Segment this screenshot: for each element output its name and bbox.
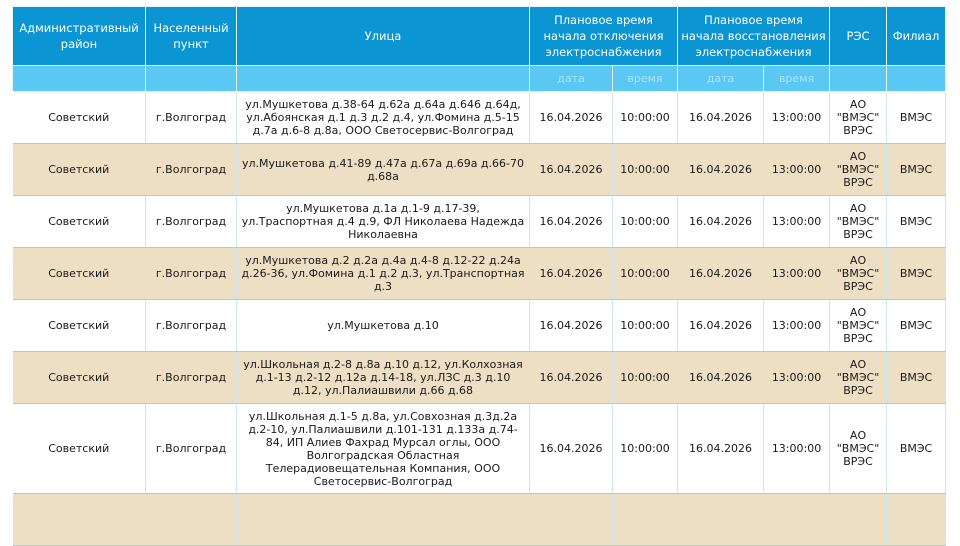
- header-on: Плановое время начала восстановления эле…: [677, 6, 831, 66]
- cell-off-date: 16.04.2026: [529, 351, 613, 404]
- header-row: Административный район Населенный пункт …: [12, 6, 947, 66]
- cell-branch: ВМЭС: [886, 91, 947, 144]
- cell-street: ул.Мушкетова д.10: [236, 299, 530, 352]
- cell-on-date: 16.04.2026: [677, 195, 765, 248]
- cell-on-time: 13:00:00: [763, 195, 831, 248]
- cell-locality: г.Волгоград: [145, 247, 237, 300]
- cell-locality: г.Волгоград: [145, 351, 237, 404]
- cell-on-time: 13:00:00: [763, 403, 831, 494]
- cell-district: Советский: [12, 351, 146, 404]
- header-off: Плановое время начала отключения электро…: [528, 6, 679, 66]
- cell-on-date: 16.04.2026: [677, 91, 765, 144]
- cell-res: АО "ВМЭС" ВРЭС: [829, 403, 888, 494]
- cell-res: АО "ВМЭС" ВРЭС: [829, 195, 888, 248]
- cell-locality: г.Волгоград: [145, 299, 237, 352]
- cell-on-time: 13:00:00: [763, 299, 831, 352]
- table-row: [12, 493, 947, 546]
- header-district: Административный район: [12, 6, 146, 66]
- cell-res: АО "ВМЭС" ВРЭС: [829, 91, 888, 144]
- subheader-time-on: время: [763, 65, 831, 92]
- subheader-date-on: дата: [677, 65, 765, 92]
- cell-locality: г.Волгоград: [145, 91, 237, 144]
- cell-on-time: 13:00:00: [763, 247, 831, 300]
- cell-on-date: 16.04.2026: [677, 247, 765, 300]
- header-branch: Филиал: [886, 6, 947, 66]
- cell-branch: ВМЭС: [886, 351, 947, 404]
- table-row: Советский г.Волгоград ул.Школьная д.2-8 д.…: [12, 351, 947, 404]
- cell-on-time: 13:00:00: [763, 91, 831, 144]
- cell-off-time: 10:00:00: [612, 143, 679, 196]
- cell-off-time: 10:00:00: [612, 351, 679, 404]
- table-row: Советский г.Волгоград ул.Мушкетова д.41-89…: [12, 143, 947, 196]
- cell-district: Советский: [12, 403, 146, 494]
- cell-res: АО "ВМЭС" ВРЭС: [829, 143, 888, 196]
- cell-off-date: 16.04.2026: [529, 403, 613, 494]
- table-row: Советский г.Волгоград ул.Мушкетова д.10 16.…: [12, 299, 947, 352]
- cell-branch: ВМЭС: [886, 403, 947, 494]
- cell-res: АО "ВМЭС" ВРЭС: [829, 247, 888, 300]
- cell-off-time: 10:00:00: [612, 403, 679, 494]
- header-locality: Населенный пункт: [145, 6, 237, 66]
- cell-district: Советский: [12, 247, 146, 300]
- cell-street: ул.Мушкетова д.38-64 д.62а д.64а д.646 д…: [236, 91, 530, 144]
- subheader-date-off: дата: [529, 65, 613, 92]
- cell-off-date: 16.04.2026: [529, 299, 613, 352]
- header-res: РЭС: [829, 6, 888, 66]
- cell-off-date: 16.04.2026: [529, 143, 613, 196]
- table-row: Советский г.Волгоград ул.Школьная д.1-5 д.…: [12, 403, 947, 494]
- cell-street: ул.Школьная д.2-8 д.8а д.10 д.12, ул.Кол…: [236, 351, 530, 404]
- cell-off-time: 10:00:00: [612, 91, 679, 144]
- cell-locality: г.Волгоград: [145, 403, 237, 494]
- cell-district: Советский: [12, 91, 146, 144]
- cell-on-time: 13:00:00: [763, 143, 831, 196]
- cell-on-date: 16.04.2026: [677, 403, 765, 494]
- cell-on-time: 13:00:00: [763, 351, 831, 404]
- cell-branch: ВМЭС: [886, 247, 947, 300]
- cell-locality: г.Волгоград: [145, 143, 237, 196]
- subheader-time-off: время: [611, 65, 679, 92]
- cell-on-date: 16.04.2026: [677, 143, 765, 196]
- cell-district: Советский: [12, 143, 146, 196]
- cell-street: ул.Мушкетова д.1а д.1-9 д.17-39, ул.Трас…: [236, 195, 530, 248]
- cell-branch: ВМЭС: [886, 143, 947, 196]
- table-row: Советский г.Волгоград ул.Мушкетова д.1а д.…: [12, 195, 947, 248]
- cell-district: Советский: [12, 299, 146, 352]
- cell-off-time: 10:00:00: [612, 247, 679, 300]
- table-row: Советский г.Волгоград ул.Мушкетова д.38-64…: [12, 91, 947, 144]
- cell-street: ул.Мушкетова д.2 д.2а д.4а д.4-8 д.12-22…: [236, 247, 530, 300]
- cell-district: Советский: [12, 195, 146, 248]
- cell-res: АО "ВМЭС" ВРЭС: [829, 351, 888, 404]
- outage-table: Административный район Населенный пункт …: [12, 6, 947, 546]
- cell-off-date: 16.04.2026: [529, 247, 613, 300]
- table-row: Советский г.Волгоград ул.Мушкетова д.2 д.2…: [12, 247, 947, 300]
- cell-on-date: 16.04.2026: [677, 299, 765, 352]
- cell-off-date: 16.04.2026: [529, 91, 613, 144]
- cell-street: ул.Школьная д.1-5 д.8а, ул.Совхозная д.3…: [236, 403, 530, 494]
- subheader-row: дата время дата время: [12, 65, 947, 92]
- cell-off-time: 10:00:00: [612, 195, 679, 248]
- cell-branch: ВМЭС: [886, 299, 947, 352]
- cell-on-date: 16.04.2026: [677, 351, 765, 404]
- cell-off-time: 10:00:00: [612, 299, 679, 352]
- cell-street: ул.Мушкетова д.41-89 д.47а д.67а д.69а д…: [236, 143, 530, 196]
- cell-res: АО "ВМЭС" ВРЭС: [829, 299, 888, 352]
- cell-locality: г.Волгоград: [145, 195, 237, 248]
- cell-branch: ВМЭС: [886, 195, 947, 248]
- cell-off-date: 16.04.2026: [529, 195, 613, 248]
- header-street: Улица: [236, 6, 530, 66]
